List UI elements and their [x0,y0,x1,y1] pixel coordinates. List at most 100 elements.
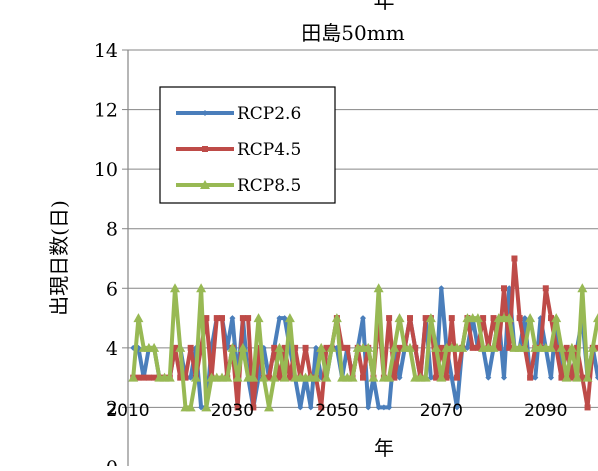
data-point [443,374,450,381]
data-point [558,374,565,381]
data-point [454,404,460,411]
chart-top-label: 年 [374,0,395,13]
data-point [521,315,528,322]
data-point [448,315,455,322]
data-point [501,285,507,292]
data-point [175,342,186,352]
data-point [386,404,393,411]
data-point [422,315,429,322]
data-point [234,404,241,411]
data-point [266,374,272,381]
y-tick-label: 14 [94,40,118,62]
data-point [368,372,379,382]
data-point [438,344,445,351]
data-point [187,374,194,381]
data-point [258,372,269,382]
data-point [239,315,246,322]
data-point [548,315,554,322]
data-point [271,344,278,351]
data-point [276,315,283,322]
x-tick-label: 2090 [524,401,567,421]
y-tick-label: 2 [106,397,118,419]
data-point [269,372,280,382]
data-point [145,374,152,381]
data-point [190,372,201,382]
data-point [363,342,374,352]
data-point [566,342,577,352]
data-point [389,342,400,352]
data-point [313,344,319,351]
data-point [133,313,144,323]
data-point [347,372,358,382]
data-point [227,342,238,352]
data-point [568,374,575,381]
data-point [386,315,393,322]
y-tick-label: 4 [106,338,118,360]
data-point [427,374,434,381]
legend-label: RCP8.5 [237,176,301,196]
data-point [532,374,539,381]
data-point [384,372,395,382]
data-point [490,315,497,322]
data-point [170,283,180,293]
x-tick-label: 2050 [315,401,358,421]
y-tick-label: 12 [94,100,118,122]
data-point [344,344,351,351]
data-point [284,313,295,323]
data-point [582,372,593,382]
data-point [255,344,262,351]
data-point [595,374,598,381]
data-point [448,374,455,381]
legend: RCP2.6 RCP4.5 RCP8.5 [159,86,336,204]
data-point [281,344,288,351]
data-point [587,342,598,352]
data-point [202,146,208,152]
data-point [527,374,534,381]
y-tick-label: 10 [94,159,118,181]
data-point [250,404,257,411]
data-point [151,374,158,381]
data-point [213,315,220,322]
data-point [488,342,499,352]
data-point [255,374,262,381]
data-point [177,374,184,381]
data-point [202,110,208,116]
data-point [474,344,481,351]
legend-label: RCP4.5 [237,140,301,160]
data-point [525,313,536,323]
data-point [556,342,567,352]
data-point [198,344,205,351]
data-point [182,374,189,381]
data-point [425,313,436,323]
data-point [394,313,405,323]
data-point [480,315,487,322]
data-point [198,404,205,411]
data-point [128,372,139,382]
series-RCP8.5 [128,283,598,412]
data-point [431,342,442,352]
data-point [457,342,468,352]
data-point [407,315,413,322]
data-point [321,372,332,382]
data-point [281,315,288,322]
data-point [201,402,212,412]
data-point [318,404,325,411]
data-point [396,374,403,381]
data-point [219,315,225,322]
data-point [553,344,560,351]
data-point [511,255,518,262]
data-point [232,372,243,382]
data-point [572,372,583,382]
data-point [495,344,502,351]
data-point [292,344,299,351]
data-point [326,342,337,352]
y-ticks: 0 2 4 6 8 10 12 14 [94,40,128,471]
data-point [516,315,523,322]
data-point [286,374,293,381]
data-point [302,344,309,351]
x-tick-label: 2070 [420,401,463,421]
data-point [360,315,366,322]
data-point [360,374,366,381]
y-tick-label: 0 [106,457,118,466]
data-point [396,344,403,351]
